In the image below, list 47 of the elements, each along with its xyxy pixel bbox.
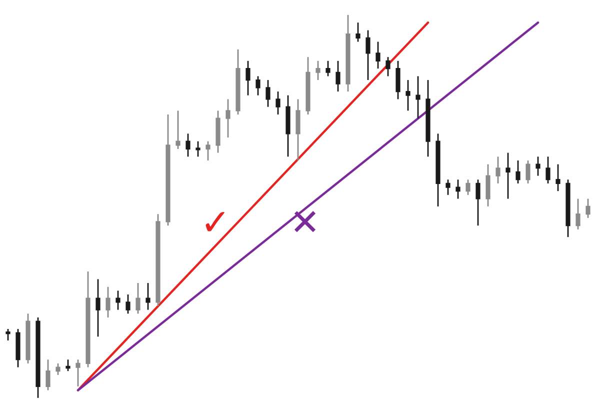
candlestick <box>186 132 190 158</box>
candlestick <box>486 164 490 208</box>
candlestick <box>96 278 100 338</box>
candlestick <box>376 41 380 70</box>
candlestick <box>496 156 500 184</box>
candlestick <box>336 60 340 92</box>
candlestick <box>196 140 200 158</box>
candlestick <box>46 358 50 391</box>
candlestick <box>526 160 530 184</box>
candlestick <box>326 60 330 77</box>
candlestick <box>386 56 390 77</box>
candlestick <box>536 156 540 176</box>
candlestick <box>506 152 510 200</box>
candlestick <box>516 160 520 184</box>
candlestick <box>256 76 260 96</box>
candlestick <box>106 286 110 318</box>
candlestick <box>576 198 580 230</box>
candlestick <box>206 140 210 162</box>
candlestick <box>466 178 470 196</box>
candlestick <box>6 328 10 342</box>
candlestick <box>226 98 230 138</box>
candlestick <box>316 60 320 81</box>
candlestick <box>396 60 400 100</box>
candlestick <box>446 178 450 196</box>
candlestick <box>556 164 560 192</box>
candlestick <box>126 294 130 314</box>
candlestick <box>56 362 60 376</box>
annotation: ✓ <box>206 212 224 232</box>
candlestick <box>586 198 590 219</box>
candlestick <box>176 110 180 150</box>
candlestick <box>276 90 280 116</box>
candlestick <box>266 79 270 108</box>
candlestick <box>416 76 420 120</box>
candlestick <box>76 358 80 388</box>
candlestick <box>296 98 300 162</box>
candlestick <box>456 178 460 200</box>
annotation: ✕ <box>294 211 316 232</box>
candlestick <box>356 22 360 42</box>
candlestick <box>136 282 140 314</box>
candlestick <box>66 358 70 372</box>
candlestick <box>406 79 410 112</box>
candlestick <box>476 178 480 226</box>
candlestick <box>246 60 250 96</box>
candlestick <box>116 290 120 311</box>
candlestick <box>366 30 370 81</box>
candlestick <box>546 156 550 184</box>
candlestick <box>146 282 150 311</box>
